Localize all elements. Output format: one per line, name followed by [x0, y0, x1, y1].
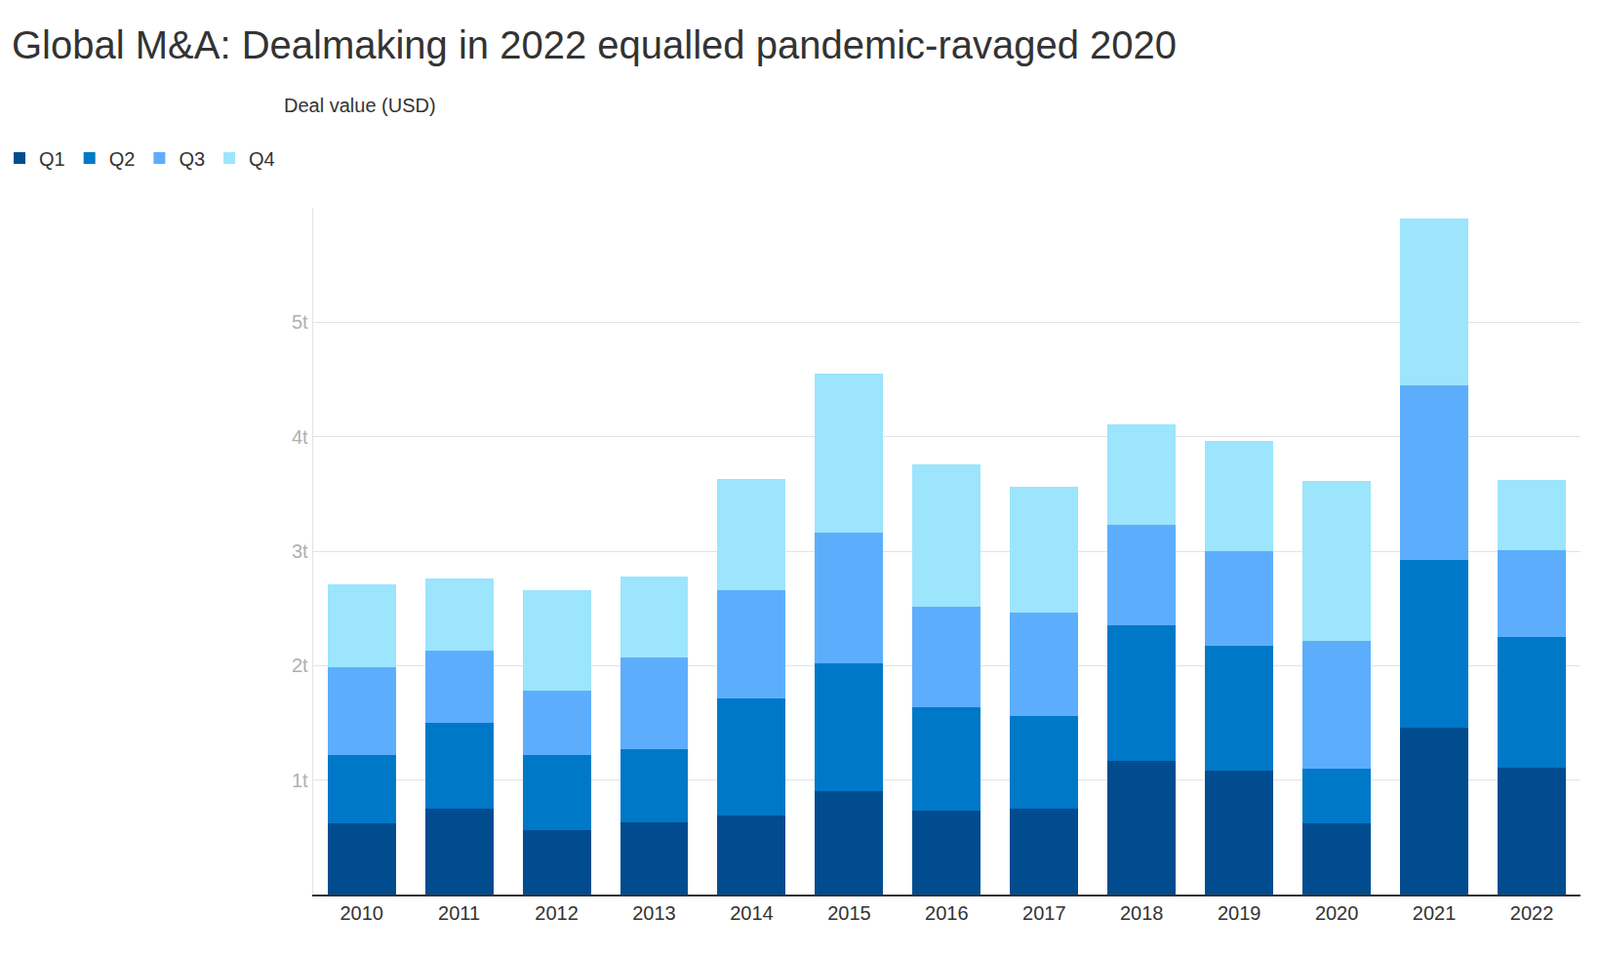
svg-text:2014: 2014 [729, 902, 774, 924]
svg-text:Q4: Q4 [248, 148, 276, 170]
svg-text:2016: 2016 [924, 902, 969, 924]
svg-text:3t: 3t [291, 540, 309, 562]
svg-text:2022: 2022 [1510, 902, 1555, 924]
svg-text:Q2: Q2 [109, 148, 136, 170]
svg-text:2011: 2011 [438, 902, 480, 924]
svg-text:Q1: Q1 [39, 148, 66, 170]
svg-text:5t: 5t [291, 311, 309, 333]
svg-text:2t: 2t [291, 654, 309, 677]
svg-text:2012: 2012 [534, 902, 579, 924]
svg-text:4t: 4t [291, 426, 309, 448]
svg-text:Q3: Q3 [178, 148, 205, 170]
svg-text:Global M&A: Dealmaking in 2022: Global M&A: Dealmaking in 2022 equalled … [11, 23, 1177, 67]
svg-text:2021: 2021 [1412, 902, 1457, 924]
svg-text:2010: 2010 [339, 902, 384, 924]
svg-text:Deal value (USD): Deal value (USD) [283, 94, 437, 117]
svg-text:2019: 2019 [1217, 902, 1262, 924]
svg-text:2020: 2020 [1315, 902, 1360, 924]
svg-text:2017: 2017 [1022, 902, 1067, 924]
svg-text:2015: 2015 [827, 902, 872, 924]
svg-text:2013: 2013 [632, 902, 677, 924]
svg-text:1t: 1t [291, 769, 309, 792]
svg-text:2018: 2018 [1120, 902, 1164, 924]
